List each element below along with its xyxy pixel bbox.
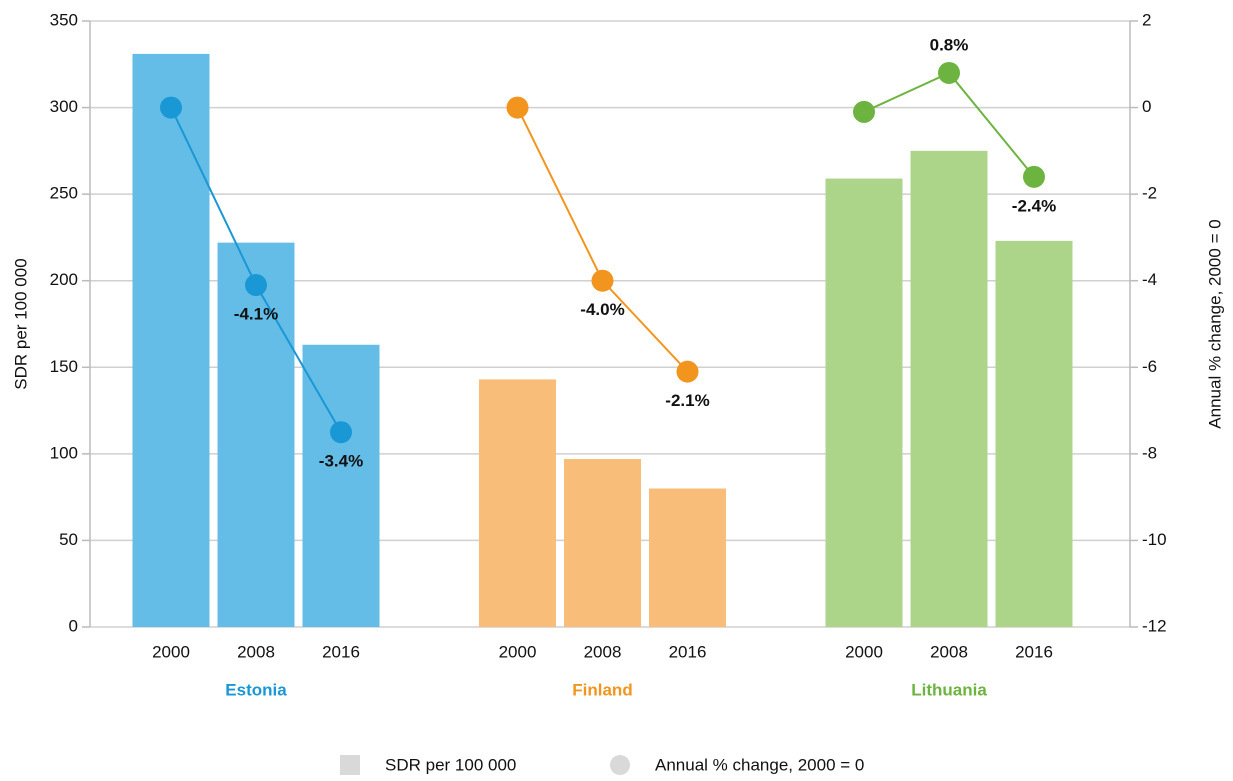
y-tick-label: 250 bbox=[50, 184, 78, 203]
point bbox=[160, 96, 182, 119]
y2-tick-label: -6 bbox=[1142, 357, 1157, 376]
y-tick-label: 200 bbox=[50, 270, 78, 289]
x-tick-label: 2016 bbox=[1015, 642, 1053, 661]
y-axis-label: SDR per 100 000 bbox=[11, 258, 30, 389]
y2-tick-label: 2 bbox=[1142, 10, 1151, 29]
point bbox=[506, 96, 529, 119]
point-label: -4.0% bbox=[580, 300, 624, 319]
point-label: -2.1% bbox=[665, 391, 709, 410]
point bbox=[938, 61, 960, 84]
x-tick-label: 2008 bbox=[930, 642, 968, 661]
y2-tick-label: -12 bbox=[1142, 616, 1167, 635]
legend-label: Annual % change, 2000 = 0 bbox=[655, 755, 864, 774]
x-tick-label: 2008 bbox=[584, 642, 622, 661]
bar bbox=[479, 379, 556, 627]
bar bbox=[564, 459, 641, 627]
y2-tick-label: -8 bbox=[1142, 443, 1157, 462]
y-tick-label: 50 bbox=[59, 530, 78, 549]
y2-tick-label: -2 bbox=[1142, 184, 1157, 203]
x-tick-label: 2008 bbox=[237, 642, 275, 661]
y2-tick-label: -4 bbox=[1142, 270, 1157, 289]
point bbox=[245, 274, 267, 297]
y-tick-label: 150 bbox=[50, 357, 78, 376]
x-tick-label: 2000 bbox=[152, 642, 190, 661]
point bbox=[591, 269, 614, 292]
line bbox=[516, 107, 689, 373]
x-tick-label: 2016 bbox=[322, 642, 360, 661]
x-tick-label: 2016 bbox=[669, 642, 707, 661]
point-label: 0.8% bbox=[930, 35, 969, 54]
y2-axis-label: Annual % change, 2000 = 0 bbox=[1205, 219, 1224, 428]
group-label: Estonia bbox=[225, 680, 287, 699]
y2-tick-label: -10 bbox=[1142, 530, 1167, 549]
point-label: -4.1% bbox=[234, 305, 278, 324]
point-label: -3.4% bbox=[319, 452, 363, 471]
point bbox=[330, 421, 352, 444]
bar bbox=[302, 344, 380, 627]
bar bbox=[132, 53, 210, 627]
point bbox=[853, 100, 875, 123]
y-tick-label: 350 bbox=[50, 10, 78, 29]
y-tick-label: 0 bbox=[69, 616, 78, 635]
bar bbox=[825, 178, 903, 627]
y2-tick-label: 0 bbox=[1142, 97, 1151, 116]
x-tick-label: 2000 bbox=[499, 642, 537, 661]
legend-label: SDR per 100 000 bbox=[385, 755, 516, 774]
group-label: Lithuania bbox=[911, 680, 987, 699]
point bbox=[676, 360, 699, 383]
point-label: -2.4% bbox=[1012, 196, 1056, 215]
group-label: Finland bbox=[572, 680, 632, 699]
bar bbox=[910, 150, 988, 627]
point bbox=[1023, 165, 1045, 188]
y-tick-label: 300 bbox=[50, 97, 78, 116]
y-tick-label: 100 bbox=[50, 443, 78, 462]
x-tick-label: 2000 bbox=[845, 642, 883, 661]
legend-swatch bbox=[340, 755, 360, 775]
bar bbox=[995, 240, 1073, 628]
bar bbox=[649, 488, 726, 627]
legend-swatch bbox=[610, 755, 630, 775]
bar bbox=[217, 242, 295, 627]
